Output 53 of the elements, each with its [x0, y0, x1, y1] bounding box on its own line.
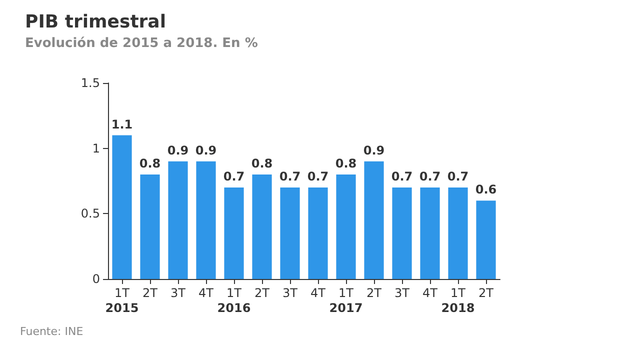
data-label: 0.7 — [279, 170, 301, 184]
data-label: 1.1 — [111, 117, 133, 132]
x-tick-label: 1T — [226, 286, 242, 300]
bar — [252, 174, 272, 279]
bar — [392, 188, 412, 279]
x-tick-label: 3T — [394, 286, 410, 300]
bar — [112, 135, 132, 279]
text: 2018 — [441, 301, 475, 315]
x-tick-label: 4T — [422, 286, 438, 300]
data-label: 0.8 — [251, 156, 273, 170]
x-tick-label: 3T — [282, 286, 298, 300]
bar — [140, 174, 160, 279]
x-tick-label: 1T — [114, 286, 130, 300]
data-label: 0.8 — [335, 156, 357, 170]
data-label: 0.6 — [475, 182, 497, 197]
x-tick-label: 2T — [254, 286, 270, 300]
bar — [448, 188, 468, 279]
text: 2017 — [329, 301, 363, 315]
bar — [420, 188, 440, 279]
x-tick-label: 4T — [198, 286, 214, 300]
data-label: 0.9 — [167, 143, 189, 158]
data-label: 0.7 — [223, 170, 245, 184]
x-tick-label: 2T — [478, 286, 494, 300]
bar — [280, 188, 300, 279]
data-label: 0.7 — [419, 170, 441, 184]
y-tick-label: 1 — [92, 141, 100, 156]
x-tick-label: 1T — [450, 286, 466, 300]
source-note: Fuente: INE — [20, 325, 84, 338]
bar — [224, 188, 244, 279]
y-tick-label: 1.5 — [80, 76, 100, 90]
x-tick-label: 3T — [170, 286, 186, 300]
data-label: 0.9 — [363, 143, 385, 158]
x-tick-label: 2T — [142, 286, 158, 300]
chart-subtitle: Evolución de 2015 a 2018. En % — [25, 36, 258, 51]
x-tick-label: 4T — [310, 286, 326, 300]
x-tick-label: 2T — [366, 286, 382, 300]
bar — [308, 188, 328, 279]
bar — [168, 161, 188, 279]
bar — [196, 161, 216, 279]
text: 2015 — [105, 301, 139, 315]
text: 2016 — [217, 301, 251, 315]
bar — [336, 174, 356, 279]
x-tick-label: 1T — [338, 286, 354, 300]
data-label: 0.9 — [195, 143, 217, 158]
chart-title: PIB trimestral — [25, 12, 166, 32]
bar — [364, 161, 384, 279]
data-label: 0.7 — [447, 170, 469, 184]
data-label: 0.7 — [307, 170, 329, 184]
y-tick-label: 0 — [92, 272, 100, 286]
bar — [476, 200, 496, 279]
data-label: 0.7 — [391, 170, 413, 184]
data-label: 0.8 — [139, 156, 161, 170]
y-tick-label: 0.5 — [80, 206, 100, 221]
